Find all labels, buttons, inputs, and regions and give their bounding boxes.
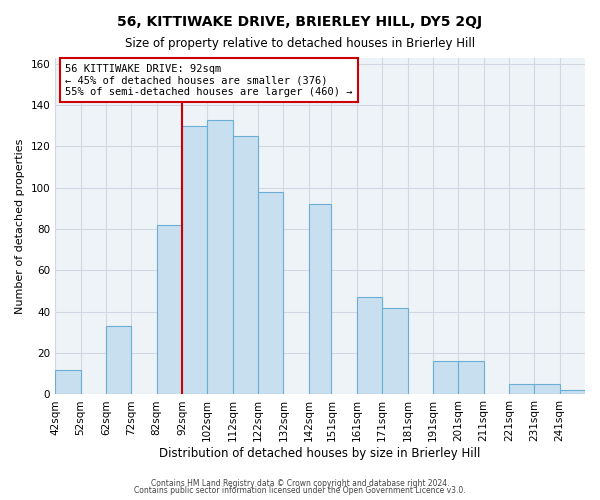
Bar xyxy=(509,384,534,394)
Bar xyxy=(157,225,182,394)
Bar xyxy=(560,390,585,394)
Y-axis label: Number of detached properties: Number of detached properties xyxy=(15,138,25,314)
Bar xyxy=(258,192,283,394)
Bar xyxy=(534,384,560,394)
Text: Contains public sector information licensed under the Open Government Licence v3: Contains public sector information licen… xyxy=(134,486,466,495)
Bar xyxy=(182,126,207,394)
Text: 56, KITTIWAKE DRIVE, BRIERLEY HILL, DY5 2QJ: 56, KITTIWAKE DRIVE, BRIERLEY HILL, DY5 … xyxy=(118,15,482,29)
Bar xyxy=(106,326,131,394)
Text: Contains HM Land Registry data © Crown copyright and database right 2024.: Contains HM Land Registry data © Crown c… xyxy=(151,478,449,488)
Bar xyxy=(55,370,80,394)
Text: Size of property relative to detached houses in Brierley Hill: Size of property relative to detached ho… xyxy=(125,38,475,51)
Text: 56 KITTIWAKE DRIVE: 92sqm
← 45% of detached houses are smaller (376)
55% of semi: 56 KITTIWAKE DRIVE: 92sqm ← 45% of detac… xyxy=(65,64,353,97)
Bar xyxy=(207,120,233,394)
Bar xyxy=(433,362,458,394)
Bar xyxy=(382,308,407,394)
Bar xyxy=(233,136,258,394)
Bar xyxy=(357,298,382,394)
Bar xyxy=(458,362,484,394)
Bar xyxy=(308,204,331,394)
X-axis label: Distribution of detached houses by size in Brierley Hill: Distribution of detached houses by size … xyxy=(160,447,481,460)
